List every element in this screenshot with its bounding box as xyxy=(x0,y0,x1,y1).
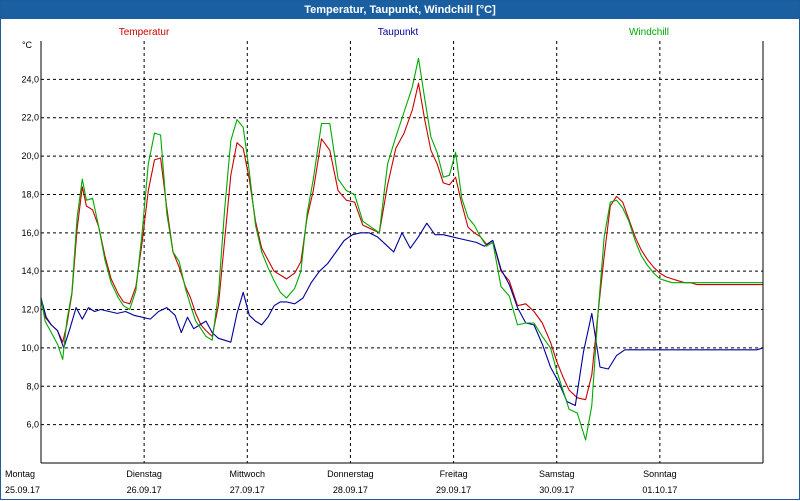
x-tick-day: Montag xyxy=(5,469,35,479)
x-tick-day: Freitag xyxy=(440,469,468,479)
grid xyxy=(41,41,763,463)
series-lines xyxy=(40,57,764,441)
legend-entry-taupunkt: Taupunkt xyxy=(378,27,419,38)
x-tick-day: Mittwoch xyxy=(230,469,266,479)
y-tick-label: 14,0 xyxy=(21,266,39,276)
series-line-windchill xyxy=(40,57,763,441)
x-tick-date: 30.09.17 xyxy=(539,485,574,495)
y-tick-label: 12,0 xyxy=(21,305,39,315)
series-line-taupunkt xyxy=(40,222,764,407)
y-axis-label: °C xyxy=(22,40,33,50)
tick-labels: 6,0 8,0 10,0 12,0 14,0 16,0 18,0 20,0 22,0 24,0 Mo… xyxy=(5,40,677,495)
x-tick-date: 27.09.17 xyxy=(230,485,265,495)
y-tick-label: 6,0 xyxy=(26,420,39,430)
x-tick-day: Samstag xyxy=(539,469,575,479)
x-tick-date: 28.09.17 xyxy=(333,485,368,495)
legend-entry-windchill: Windchill xyxy=(629,27,669,38)
x-tick-date: 26.09.17 xyxy=(127,485,162,495)
y-tick-label: 22,0 xyxy=(21,113,39,123)
y-tick-label: 16,0 xyxy=(21,228,39,238)
axes xyxy=(40,41,764,464)
series-line-temperatur xyxy=(40,82,763,401)
x-tick-day: Sonntag xyxy=(643,469,677,479)
x-tick-date: 29.09.17 xyxy=(436,485,471,495)
x-tick-date: 01.10.17 xyxy=(642,485,677,495)
y-tick-label: 20,0 xyxy=(21,151,39,161)
chart-title: Temperatur, Taupunkt, Windchill [°C] xyxy=(1,1,799,19)
y-tick-label: 8,0 xyxy=(26,381,39,391)
legend-entry-temperatur: Temperatur xyxy=(119,27,170,38)
legend: Temperatur Taupunkt Windchill xyxy=(119,27,669,38)
y-tick-label: 24,0 xyxy=(21,74,39,84)
y-tick-label: 10,0 xyxy=(21,343,39,353)
x-tick-day: Donnerstag xyxy=(327,469,374,479)
x-tick-day: Dienstag xyxy=(126,469,162,479)
x-tick-date: 25.09.17 xyxy=(5,485,40,495)
y-tick-label: 18,0 xyxy=(21,189,39,199)
